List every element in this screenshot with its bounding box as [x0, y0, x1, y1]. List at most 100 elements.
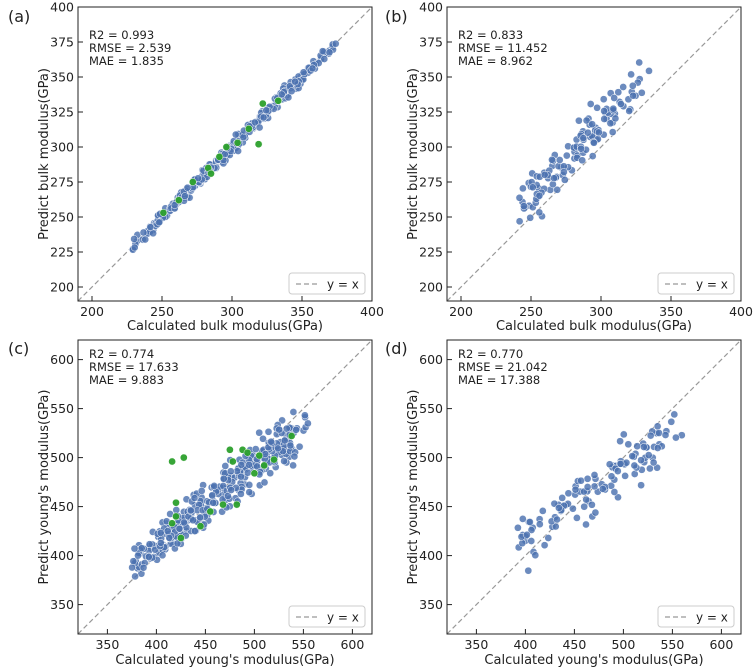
train-point [635, 58, 644, 67]
y-tick-label: 350 [50, 70, 74, 85]
train-point [577, 476, 585, 485]
y-tick-label: 300 [419, 140, 443, 155]
train-point [260, 478, 269, 487]
train-point [609, 104, 618, 113]
train-point [289, 461, 297, 470]
y-tick-label: 500 [50, 450, 74, 465]
train-point [134, 551, 142, 560]
train-point [598, 485, 607, 493]
train-point [617, 100, 625, 108]
test-point [188, 178, 197, 186]
train-point [131, 572, 139, 581]
y-tick-label: 200 [50, 280, 74, 295]
x-tick-label: 250 [150, 304, 174, 319]
panel-a: (a) 200 250 300 350 400 200 225 250 275 300 325 35… [8, 0, 384, 334]
diagonal-line [446, 6, 742, 302]
train-point [234, 147, 242, 155]
y-tick-label: 600 [50, 352, 74, 367]
train-point [275, 425, 283, 434]
train-point [262, 106, 271, 115]
test-point [258, 99, 267, 108]
train-point [616, 437, 624, 446]
train-point [264, 427, 273, 436]
train-point [630, 461, 639, 470]
x-tick-label: 350 [659, 304, 683, 319]
train-point [237, 460, 246, 469]
train-point [163, 527, 172, 535]
train-point [640, 443, 648, 451]
x-tick-label: 400 [729, 304, 753, 319]
train-point [274, 444, 282, 453]
train-point [515, 193, 524, 202]
train-point [518, 515, 527, 523]
test-point [254, 140, 263, 149]
panel-d-metrics: R2 = 0.770 RMSE = 21.042 MAE = 17.388 [458, 347, 548, 387]
x-tick-label: 400 [513, 637, 537, 652]
panel-b-r2: R2 = 0.833 [458, 28, 523, 42]
panel-a-legend-box [288, 272, 366, 295]
x-tick-label: 550 [291, 637, 315, 652]
y-tick-label: 350 [419, 597, 443, 612]
panel-b-y-axis-label: Predict bulk modulus(GPa) [406, 68, 421, 240]
train-point [267, 437, 275, 446]
train-point [227, 486, 236, 494]
train-point [320, 55, 329, 63]
panel-d-rmse: RMSE = 21.042 [458, 360, 548, 374]
panel-d-mae: MAE = 17.388 [458, 373, 540, 387]
train-point [579, 134, 588, 142]
panel-d-x-axis-label: Calculated young's modulus(GPa) [484, 653, 703, 668]
train-point [611, 114, 620, 123]
panel-b-y-ticks: 200 225 250 275 300 325 350 375 400 [419, 0, 452, 295]
panel-b-metrics: R2 = 0.833 RMSE = 11.452 MAE = 8.962 [458, 28, 548, 68]
train-point [577, 144, 585, 153]
panel-d-y-ticks: 350 400 450 500 550 600 [419, 352, 452, 612]
train-point [190, 527, 199, 535]
panel-d-points [514, 410, 686, 575]
train-point [289, 408, 298, 416]
train-point [637, 481, 645, 490]
train-point [588, 500, 596, 509]
train-point [672, 433, 680, 442]
train-point [555, 156, 564, 164]
panel-b-rmse: RMSE = 11.452 [458, 41, 548, 55]
panel-c-grid-diagonal [77, 339, 373, 635]
train-point [255, 428, 264, 437]
train-point [610, 488, 619, 496]
panel-d-legend-box [657, 605, 735, 628]
test-point [270, 455, 278, 464]
test-point [226, 445, 234, 454]
train-point [259, 434, 267, 443]
train-point [633, 442, 642, 451]
train-point [141, 235, 150, 244]
train-point [266, 469, 275, 478]
train-point [286, 441, 295, 450]
train-point [535, 520, 544, 529]
panel-c-points [128, 408, 312, 581]
train-point [181, 192, 189, 200]
panel-label-d: (d) [385, 339, 408, 358]
test-point [174, 196, 183, 205]
panel-b-legend: y = x [657, 272, 735, 295]
panel-b-mae: MAE = 8.962 [458, 54, 533, 68]
panel-c-x-axis-label: Calculated young's modulus(GPa) [115, 653, 334, 668]
y-tick-label: 225 [419, 245, 443, 260]
panel-d-y-axis-label: Predict young's modulus(GPa) [406, 390, 421, 585]
train-point [130, 235, 138, 243]
train-point [588, 120, 596, 129]
train-point [580, 502, 589, 511]
test-point [233, 138, 242, 147]
train-point [526, 518, 534, 526]
y-tick-label: 400 [50, 548, 74, 563]
panel-c-legend-text: y = x [327, 611, 359, 625]
train-point [584, 128, 592, 137]
test-point [287, 432, 296, 440]
panel-d: (d) 350 400 450 500 550 600 350 400 450 500 550 60… [385, 339, 742, 668]
train-point [560, 168, 568, 176]
panel-b-legend-text: y = x [696, 278, 728, 292]
train-point [575, 116, 583, 125]
train-point [139, 563, 148, 572]
train-point [644, 451, 653, 459]
train-point [325, 48, 334, 57]
train-point [518, 539, 527, 548]
train-point [183, 183, 192, 192]
